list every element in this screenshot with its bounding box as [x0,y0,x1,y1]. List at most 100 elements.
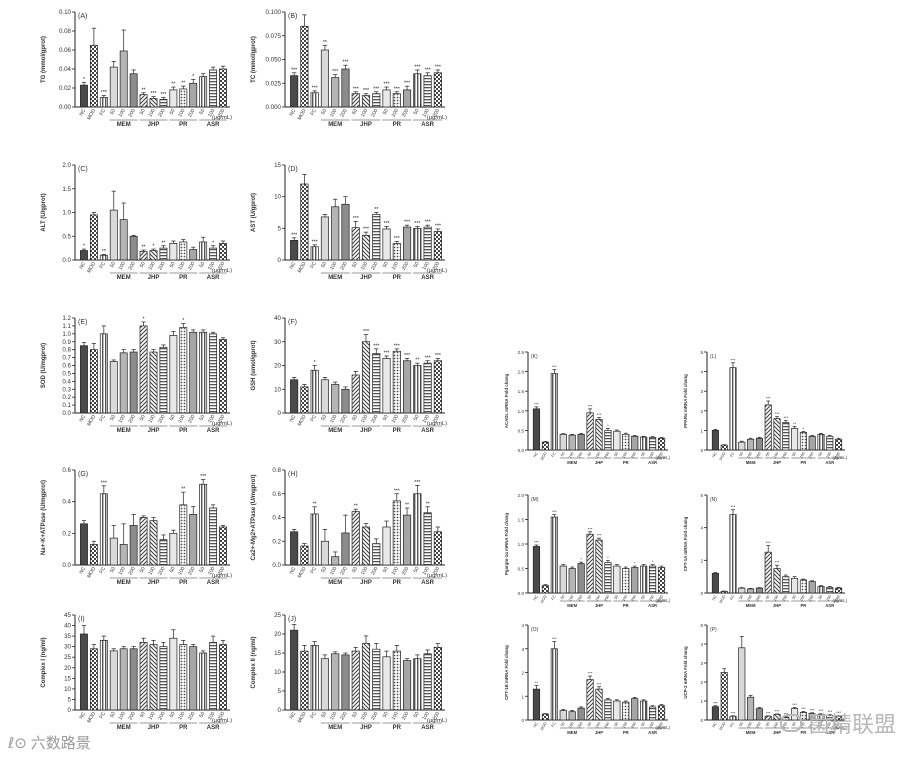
x-tick-label-K-1: MOD [540,451,548,461]
group-label-M-1: JHP [595,603,603,608]
x-tick-label-F-6: 50 [351,414,359,422]
sig-O-0: ** [535,680,539,685]
x-tick-label-C-4: 100 [118,261,127,271]
bar-K-6 [586,412,594,451]
y-tick-label-J: 0 [278,707,282,714]
y-tick-label-J: 5 [278,688,282,695]
bar-P-1 [720,672,728,721]
bar-C-4 [119,219,128,261]
y-tick-label-M: 1.0 [518,542,525,547]
x-tick-label-F-10: 100 [391,414,400,424]
x-tick-label-J-4: 100 [329,711,338,721]
bar-M-10 [622,568,630,594]
panel-label-L: (L) [710,354,716,360]
group-label-F-2: PR [393,428,402,434]
x-tick-label-H-11: 200 [401,566,410,576]
bar-M-7 [595,539,603,594]
y-tick-label-P: 2 [700,680,703,685]
panel-G: 0.0 0.2 0.4 0.6 (G) Na+-K+ATPase (U/mgprot) NC… [41,467,232,586]
x-tick-label-C-10: 100 [177,261,186,271]
bar-O-11 [631,698,639,721]
sig-P-9: *** [792,702,797,707]
bar-O-5 [577,707,585,721]
bar-J-8 [372,648,381,711]
x-tick-label-G-2: FC [99,566,108,575]
group-label-D-1: JHP [360,275,372,281]
bar-N-8 [782,576,790,594]
sig-D-14: *** [435,223,441,229]
sig-D-2: *** [312,239,318,245]
sig-B-3: ** [323,40,327,46]
bar-K-4 [568,434,576,451]
group-label-N-3: ASR [825,603,834,608]
x-tick-label-O-8: 200 [604,722,611,729]
x-tick-label-O-10: 100 [622,722,629,729]
y-tick-label-O: 0 [521,718,524,723]
bar-I-2 [99,639,108,711]
x-tick-label-A-0: NC [78,108,87,118]
y-tick-label-E: 0.7 [62,355,71,362]
group-label-H-0: MEM [328,580,342,586]
units-label-B: (μg/mL) [427,115,447,121]
bar-C-5 [129,235,138,261]
x-tick-label-L-11: 200 [808,452,815,459]
x-tick-label-H-12: 50 [413,566,421,574]
x-tick-label-A-13: 100 [207,108,216,118]
units-label-C: (μg/mL) [212,268,232,274]
sig-H-13: ** [426,501,430,507]
x-tick-label-A-1: MOD [86,108,97,121]
bar-O-6 [586,679,594,721]
units-label-M: (μg/mL) [655,598,670,603]
sig-H-10: *** [394,488,400,494]
sig-M-11: * [634,561,636,566]
x-tick-label-G-5: 200 [127,566,136,576]
x-tick-label-B-0: NC [289,108,298,118]
y-axis-label-D: AST (U/gprot) [251,193,257,232]
x-tick-label-H-9: 50 [382,566,390,574]
x-tick-label-L-4: 100 [746,452,753,459]
x-tick-label-A-8: 200 [157,108,166,118]
y-tick-label-P: 3 [700,661,703,666]
bar-H-0 [290,531,299,566]
sig-G-12: *** [200,474,206,480]
x-tick-label-L-6: 50 [765,452,771,458]
x-tick-label-E-6: 50 [139,414,147,422]
sig-F-2: * [314,360,316,366]
units-label-A: (μg/mL) [212,115,232,121]
bar-F-2 [310,369,319,414]
y-tick-label-E: 0.4 [62,378,71,385]
bar-O-7 [595,688,603,721]
x-tick-label-N-13: 100 [826,595,833,602]
x-tick-label-N-9: 50 [791,595,797,601]
y-tick-label-D: 5 [278,225,282,232]
x-tick-label-D-6: 50 [351,261,359,269]
bar-F-7 [361,341,371,414]
sig-P-0: *** [713,700,718,705]
y-tick-label-L: 1 [700,428,703,433]
x-tick-label-E-7: 100 [147,414,156,424]
bar-J-9 [382,656,391,711]
x-tick-label-D-9: 50 [382,261,390,269]
sig-F-9: *** [384,351,390,357]
bar-E-10 [179,327,188,414]
bar-N-6 [764,551,772,594]
x-tick-label-G-6: 50 [139,566,147,574]
units-label-J: (μg/mL) [427,718,447,724]
bar-J-10 [392,650,401,711]
y-tick-label-M: 0.5 [518,567,525,572]
bar-N-2 [729,514,737,594]
sig-B-4: *** [332,69,338,75]
x-tick-label-C-13: 100 [207,261,216,271]
bar-I-8 [159,646,168,711]
y-axis-label-K: ACADL mRNA Fold chang [504,373,509,428]
x-tick-label-C-11: 200 [187,261,196,271]
bar-J-1 [300,650,309,711]
x-tick-label-L-10: 100 [799,452,806,459]
bar-C-8 [159,247,168,261]
bar-A-9 [169,89,178,108]
sig-D-6: *** [353,216,359,222]
panel-label-I: (I) [78,616,85,623]
bar-H-2 [310,513,319,566]
y-tick-label-A: 0.08 [59,28,72,35]
group-label-L-3: ASR [825,460,834,465]
